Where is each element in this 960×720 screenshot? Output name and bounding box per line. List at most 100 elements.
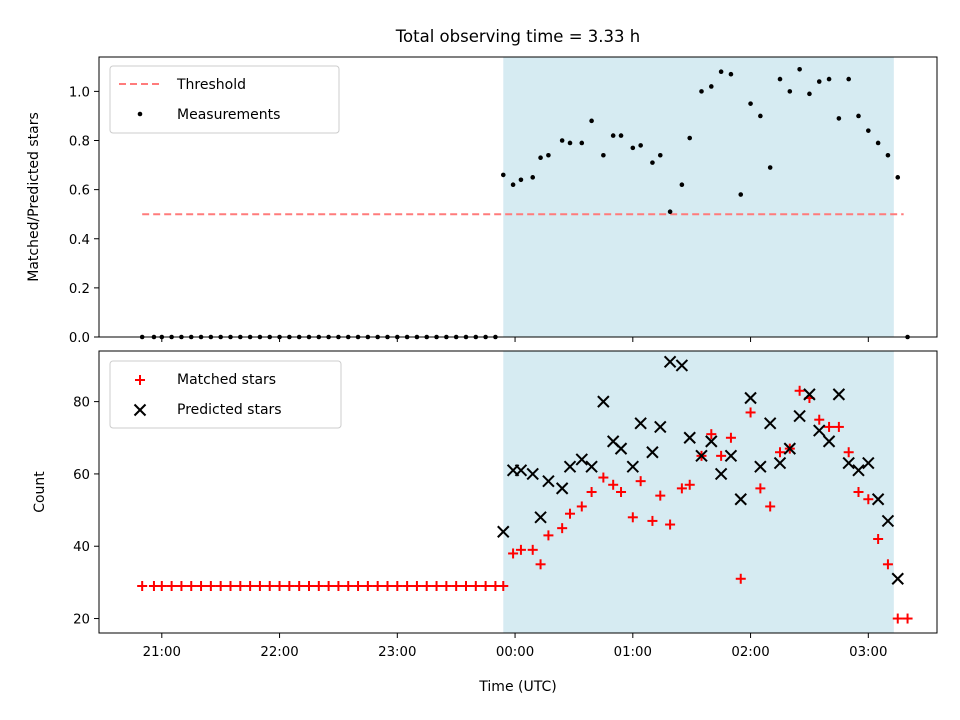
cross-stroke-b xyxy=(526,467,539,481)
matched-star-point xyxy=(535,559,546,570)
predicted-star-point xyxy=(542,474,555,488)
predicted-star-point xyxy=(597,395,610,408)
predicted-star-point xyxy=(585,460,598,473)
legend-box-top xyxy=(109,65,340,134)
predicted-star-point xyxy=(842,456,855,470)
matched-star-point xyxy=(616,487,627,497)
cross-stroke-b xyxy=(793,409,806,423)
matched-star-point xyxy=(508,548,519,559)
predicted-star-point xyxy=(783,442,797,455)
matched-star-point xyxy=(176,581,187,591)
predicted-star-point xyxy=(514,464,528,477)
legend-matched-swatch xyxy=(135,375,145,385)
matched-star-point xyxy=(515,544,526,555)
matched-star-point xyxy=(794,385,805,396)
predicted-star-point xyxy=(724,449,738,463)
predicted-star-point xyxy=(695,449,708,463)
plot-frame-top xyxy=(98,56,938,338)
matched-star-point xyxy=(470,581,481,591)
predicted-star-point xyxy=(813,424,826,437)
measurement-point xyxy=(777,76,783,82)
matched-star-point xyxy=(264,581,275,591)
measurement-point xyxy=(518,177,524,183)
matched-star-point xyxy=(635,476,646,487)
cross-stroke-b xyxy=(822,435,836,448)
predicted-star-point xyxy=(654,420,667,434)
y-axis-label-top: Matched/Predicted stars xyxy=(26,112,42,282)
cross-stroke-b xyxy=(871,493,885,506)
predicted-star-point xyxy=(822,435,836,448)
matched-star-point xyxy=(215,581,226,591)
x-tick-label: 03:00 xyxy=(849,645,887,660)
cross-stroke-b xyxy=(813,424,826,437)
matched-star-point xyxy=(735,573,746,584)
predicted-star-point xyxy=(803,388,816,401)
y-tick-label: 0.2 xyxy=(69,282,90,297)
cross-stroke-b xyxy=(891,572,904,585)
matched-star-point xyxy=(716,450,727,461)
matched-star-point xyxy=(284,581,295,591)
predicted-star-point xyxy=(891,572,904,585)
predicted-star-point xyxy=(862,456,875,470)
cross-stroke-b xyxy=(675,359,689,372)
y-tick-label: 0.4 xyxy=(69,233,90,248)
measurement-point xyxy=(856,113,861,119)
cross-stroke-b xyxy=(614,442,628,455)
measurement-point xyxy=(601,152,606,158)
matched-star-point xyxy=(576,501,587,512)
measurement-point xyxy=(687,135,693,141)
measurement-point xyxy=(728,71,734,77)
cross-stroke-b xyxy=(654,420,667,434)
count-panel: 20 40 60 80 21:00 22:00 23:00 00:00 01:00 02:00 0… xyxy=(32,350,938,695)
cross-stroke-b xyxy=(575,453,588,466)
matched-star-point xyxy=(313,581,324,591)
measurement-point xyxy=(807,91,812,97)
matched-star-point xyxy=(676,483,687,494)
predicted-star-point xyxy=(634,417,647,430)
matched-star-point xyxy=(441,581,452,591)
matched-star-point xyxy=(235,581,246,591)
measurement-point xyxy=(709,84,714,89)
matched-star-point xyxy=(774,447,785,458)
y-tick-label: 60 xyxy=(73,468,90,483)
matched-star-point xyxy=(411,581,422,591)
cross-stroke-b xyxy=(803,388,816,401)
matched-star-point xyxy=(684,479,695,490)
cross-stroke-b xyxy=(862,456,875,470)
matched-star-point xyxy=(498,581,509,591)
y-axis-ticks-bottom: 20 40 60 80 xyxy=(73,396,99,628)
predicted-star-point xyxy=(563,460,577,473)
y-tick-label: 1.0 xyxy=(69,85,90,100)
cross-stroke-b xyxy=(626,460,640,473)
predicted-star-point xyxy=(555,482,569,495)
legend-label-matched: Matched stars xyxy=(177,372,276,388)
matched-star-point xyxy=(431,581,442,591)
cross-stroke-b xyxy=(663,355,677,369)
y-tick-label: 0.0 xyxy=(69,331,90,346)
matched-star-point xyxy=(303,581,314,591)
cross-stroke-b xyxy=(714,467,728,481)
legend-label-threshold: Threshold xyxy=(176,77,246,93)
predicted-star-point xyxy=(754,460,767,473)
matched-star-point xyxy=(565,508,576,519)
matched-star-point xyxy=(765,501,776,512)
measurement-point xyxy=(748,101,753,106)
predicted-star-point xyxy=(663,355,677,369)
cross-stroke-b xyxy=(534,511,547,524)
x-tick-label: 02:00 xyxy=(731,645,769,660)
matched-star-point xyxy=(274,581,285,591)
measurement-point xyxy=(567,140,573,146)
measurement-point xyxy=(630,145,636,151)
matched-star-point xyxy=(362,581,373,591)
x-axis-ticks-top xyxy=(161,337,869,342)
matched-star-point xyxy=(392,581,403,591)
matched-star-point xyxy=(460,581,471,591)
legend-predicted-swatch xyxy=(133,403,147,417)
matched-star-point xyxy=(647,515,658,526)
matched-star-point xyxy=(824,421,835,432)
matched-star-point xyxy=(166,581,177,591)
matched-star-point xyxy=(627,512,638,523)
matched-star-point xyxy=(333,581,344,591)
cross-stroke-b xyxy=(744,391,757,405)
